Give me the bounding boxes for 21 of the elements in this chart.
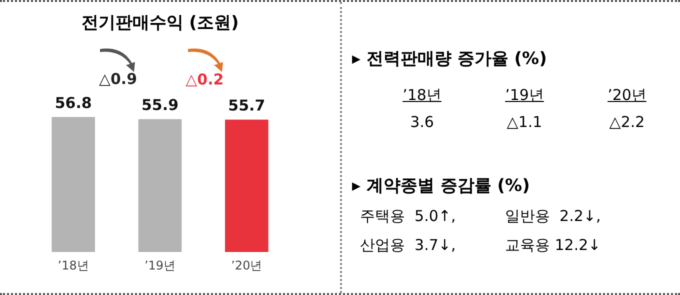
category-label: ’19년: [504, 86, 545, 105]
chart-title: 전기판매수익 (조원): [81, 13, 239, 34]
x-tick-label: ’20년: [231, 258, 262, 272]
text: 일반용 2.2↓,: [505, 207, 602, 226]
x-tick-label: ’18년: [58, 258, 89, 272]
text: ▸ 계약종별 증감률 (%): [352, 175, 530, 197]
text: 3.6: [410, 113, 434, 131]
data-label: 55.9: [141, 96, 179, 114]
category-label: ’18년: [402, 86, 442, 105]
text: △0.9: [98, 70, 138, 88]
data-label: 55.7: [228, 96, 266, 115]
text: 산업용 3.7↓,: [360, 236, 457, 255]
text: 주택용 5.0↑,: [360, 207, 457, 226]
x-tick-label: ’19년: [144, 258, 176, 272]
category-label: ’20년: [606, 86, 648, 105]
text: △2.2: [609, 113, 645, 131]
text: 교육용 12.2↓: [505, 236, 602, 255]
data-label: 56.8: [54, 94, 92, 112]
text: △0.2: [186, 70, 224, 89]
text: ▸ 전력판매량 증가율 (%): [352, 48, 547, 70]
text: △1.1: [506, 113, 542, 131]
